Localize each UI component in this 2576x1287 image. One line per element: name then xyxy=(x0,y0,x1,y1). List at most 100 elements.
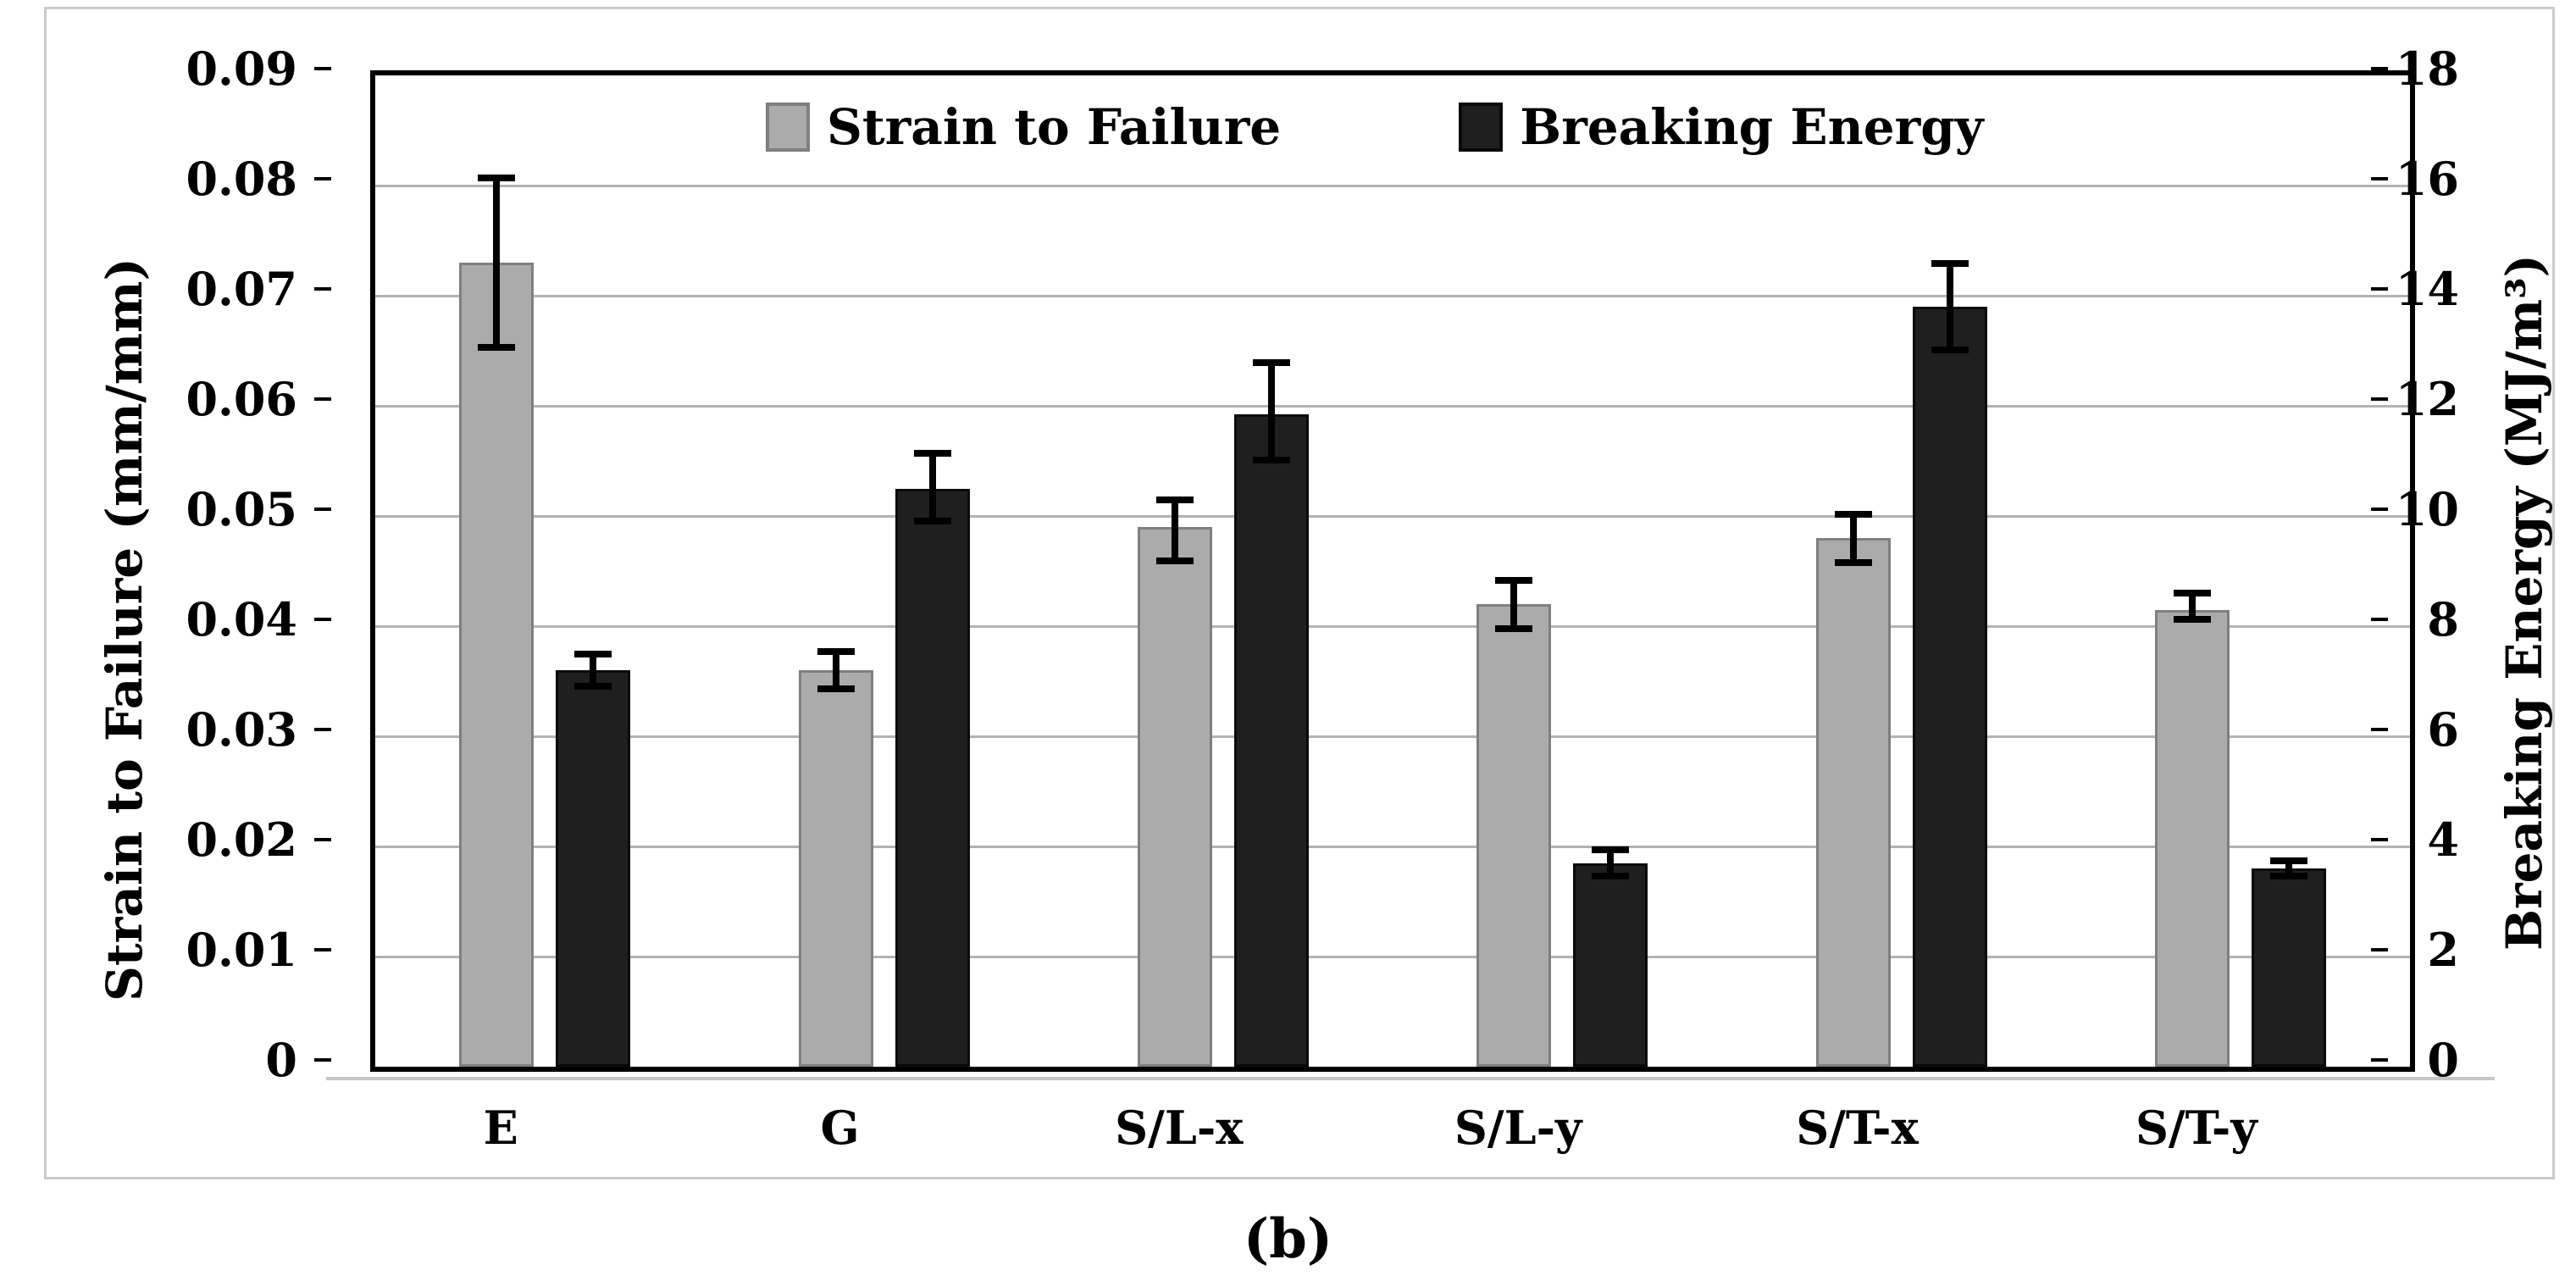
left-axis-tick xyxy=(314,177,331,180)
left-axis-tick xyxy=(314,508,331,511)
error-bar-cap-top xyxy=(1252,358,1290,366)
left-axis-tick xyxy=(314,618,331,621)
energy-bar-E xyxy=(556,670,631,1067)
category-label: E xyxy=(483,1101,518,1155)
left-axis-tick-label: 0.01 xyxy=(186,923,297,977)
left-axis-tick-label: 0.07 xyxy=(186,262,297,316)
right-axis-tick-label: 10 xyxy=(2395,482,2459,536)
error-bar-line xyxy=(832,648,839,692)
figure-panel: Strain to Failure (mm/mm) Breaking Energ… xyxy=(44,7,2555,1179)
energy-legend-swatch-icon xyxy=(1459,103,1504,152)
right-axis-tick-label: 4 xyxy=(2427,813,2459,867)
error-bar-cap-bottom xyxy=(1834,558,1872,566)
error-bar-line xyxy=(1607,846,1615,879)
right-axis-tick-label: 8 xyxy=(2427,592,2459,646)
left-axis-tick-label: 0.09 xyxy=(186,42,297,96)
right-axis-tick xyxy=(2371,838,2388,841)
error-bar-line xyxy=(928,450,936,524)
left-axis-tick-label: 0.06 xyxy=(186,372,297,426)
error-bar-cap-bottom xyxy=(1931,347,1969,354)
error-bar-cap-bottom xyxy=(2269,873,2307,879)
gridline xyxy=(375,956,2410,958)
strain-bar-E xyxy=(459,263,535,1067)
error-bar-cap-bottom xyxy=(1155,558,1194,565)
error-bar-line xyxy=(1510,576,1518,632)
error-bar-cap-bottom xyxy=(817,685,855,692)
gridline xyxy=(375,625,2410,628)
error-bar-cap-top xyxy=(817,648,855,655)
error-bar-cap-bottom xyxy=(1252,457,1290,464)
right-axis-tick xyxy=(2371,508,2388,511)
left-axis-tick-label: 0.03 xyxy=(186,702,297,757)
right-axis-tick-label: 16 xyxy=(2395,152,2459,206)
error-bar-cap-top xyxy=(2173,590,2211,597)
error-bar-cap-top xyxy=(1931,259,1969,267)
right-axis-tick xyxy=(2371,287,2388,291)
category-label: S/L-x xyxy=(1115,1101,1244,1155)
left-axis-tick xyxy=(314,287,331,291)
left-axis-tick xyxy=(314,948,331,951)
error-bar-line xyxy=(1171,496,1178,565)
error-bar-cap-top xyxy=(1592,846,1630,853)
error-bar-cap-top xyxy=(478,175,516,181)
error-bar-cap-top xyxy=(913,450,951,457)
error-bar-cap-bottom xyxy=(478,344,516,351)
error-bar-cap-bottom xyxy=(1592,873,1630,879)
right-axis-tick xyxy=(2371,618,2388,621)
category-label: G xyxy=(820,1101,860,1155)
gridline xyxy=(375,295,2410,297)
right-axis-tick-label: 14 xyxy=(2395,262,2459,316)
left-axis-tick xyxy=(314,397,331,401)
legend-label-energy: Breaking Energy xyxy=(1520,98,1984,156)
error-bar-cap-top xyxy=(2269,857,2307,864)
gridline xyxy=(375,735,2410,738)
right-axis-tick xyxy=(2371,1058,2388,1062)
strain-bar-S/T-y xyxy=(2154,609,2230,1067)
error-bar-cap-top xyxy=(1834,510,1872,518)
left-axis-tick xyxy=(314,728,331,731)
left-axis-tick-label: 0.08 xyxy=(186,152,297,206)
energy-bar-G xyxy=(895,488,970,1067)
strain-legend-swatch-icon xyxy=(766,103,810,152)
category-label: S/T-y xyxy=(2135,1101,2257,1155)
baseline-shadow xyxy=(326,1077,2495,1080)
right-axis-tick-label: 18 xyxy=(2395,42,2459,96)
strain-bar-G xyxy=(798,670,873,1067)
left-axis-tick-label: 0 xyxy=(265,1033,297,1087)
category-label: S/L-y xyxy=(1454,1101,1582,1155)
right-axis-title-text: Breaking Energy (MJ/m³) xyxy=(2496,254,2553,951)
legend: Strain to Failure Breaking Energy xyxy=(766,99,2019,155)
error-bar-line xyxy=(493,175,501,351)
strain-bar-S/L-y xyxy=(1476,604,1552,1067)
energy-bar-S/T-x xyxy=(1912,307,1987,1067)
error-bar-cap-bottom xyxy=(574,682,612,690)
right-axis-tick-label: 6 xyxy=(2427,702,2459,757)
error-bar-cap-bottom xyxy=(1495,624,1533,632)
energy-bar-S/T-y xyxy=(2251,868,2326,1067)
right-axis-tick-label: 12 xyxy=(2395,372,2459,426)
error-bar-line xyxy=(2188,590,2196,624)
category-label: S/T-x xyxy=(1796,1101,1919,1155)
error-bar-line xyxy=(1267,358,1275,464)
error-bar-line xyxy=(1849,510,1857,566)
left-axis-tick xyxy=(314,67,331,70)
left-axis-tick-label: 0.02 xyxy=(186,813,297,867)
left-axis-tick-label: 0.04 xyxy=(186,592,297,646)
strain-bar-S/T-x xyxy=(1815,538,1891,1067)
energy-bar-S/L-y xyxy=(1573,863,1648,1067)
error-bar-cap-top xyxy=(1155,496,1194,503)
right-axis-tick-label: 2 xyxy=(2427,923,2459,977)
error-bar-cap-top xyxy=(1495,576,1533,584)
legend-item-strain: Strain to Failure xyxy=(766,99,1281,155)
legend-item-energy: Breaking Energy xyxy=(1459,99,1983,155)
gridline xyxy=(375,185,2410,187)
right-axis-tick-label: 0 xyxy=(2427,1033,2459,1087)
error-bar-line xyxy=(1946,259,1953,354)
left-axis-tick xyxy=(314,1058,331,1062)
gridline xyxy=(375,846,2410,848)
error-bar-cap-top xyxy=(574,651,612,658)
left-axis-tick-label: 0.05 xyxy=(186,482,297,536)
right-axis-tick xyxy=(2371,397,2388,401)
strain-bar-S/L-x xyxy=(1137,527,1212,1067)
